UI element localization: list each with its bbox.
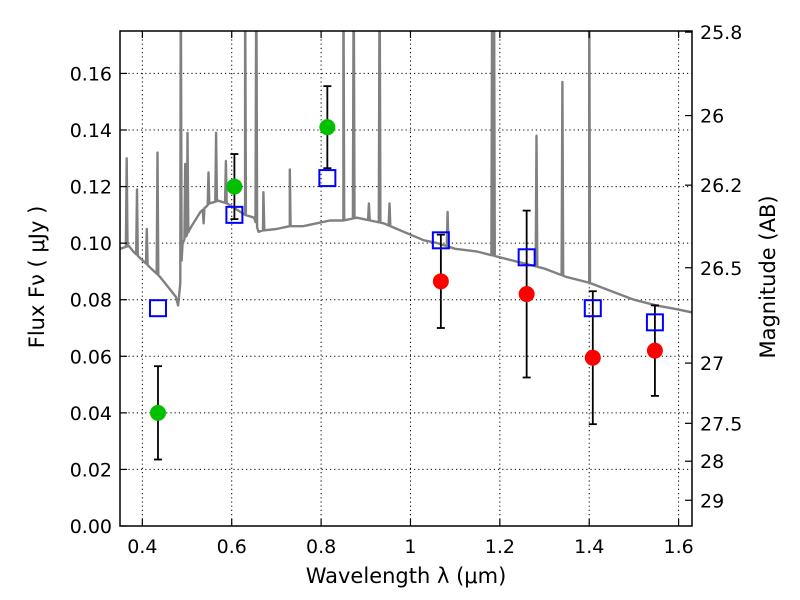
x-tick-label: 1.4 <box>574 536 604 558</box>
right-tick-label: 27 <box>700 353 724 375</box>
y-tick-label: 0.10 <box>70 233 112 255</box>
data-point-circle <box>646 342 663 359</box>
plot-frame <box>119 30 693 527</box>
right-tick-label: 29 <box>700 490 724 512</box>
x-axis-label: Wavelength λ (μm) <box>306 564 507 588</box>
x-tick-label: 1.6 <box>663 536 693 558</box>
data-point-circle <box>226 178 243 195</box>
x-tick-label: 0.6 <box>217 536 247 558</box>
grid <box>120 31 692 527</box>
axes: 0.4 0.6 0.8 1 1.2 1.4 1.6 0.00 0.02 0.04 0.06 0.08 0… <box>70 22 743 558</box>
y-tick-label: 0.16 <box>70 63 112 85</box>
data-point-square <box>583 299 602 318</box>
data-point-square <box>148 299 167 318</box>
x-tick-label: 1 <box>404 536 416 558</box>
y-tick-label: 0.02 <box>70 459 112 481</box>
right-axis-label: Magnitude (AB) <box>756 195 780 358</box>
x-tick-label: 0.4 <box>127 536 157 558</box>
right-tick-label: 26.2 <box>700 175 742 197</box>
y-tick-label: 0.00 <box>70 516 112 538</box>
data-point-circle <box>149 404 166 421</box>
y-axis-label: Flux Fν ( μJy ) <box>25 206 49 349</box>
data-point-circle <box>584 349 601 366</box>
data-point-circle <box>319 119 336 136</box>
data-point-square <box>318 169 337 188</box>
y-tick-label: 0.12 <box>70 177 112 199</box>
data-point-circle <box>518 286 535 303</box>
data-point-square <box>517 248 536 267</box>
data-point-circle <box>432 273 449 290</box>
model-spectrum-layer <box>120 31 692 314</box>
model-spectrum-line <box>120 31 692 314</box>
y-tick-label: 0.06 <box>70 346 112 368</box>
right-tick-label: 26.5 <box>700 258 742 280</box>
y-tick-label: 0.14 <box>70 120 112 142</box>
right-tick-label: 27.5 <box>700 413 742 435</box>
right-tick-label: 26 <box>700 106 724 128</box>
y-tick-label: 0.08 <box>70 290 112 312</box>
data-point-square <box>225 205 244 224</box>
x-tick-label: 1.2 <box>485 536 515 558</box>
right-tick-label: 28 <box>700 451 724 473</box>
data-point-square <box>431 231 450 250</box>
y-tick-label: 0.04 <box>70 403 112 425</box>
data-points-layer <box>148 85 664 461</box>
axis-labels: Wavelength λ (μm) Flux Fν ( μJy ) Magnit… <box>25 195 780 588</box>
data-point-square <box>645 313 664 332</box>
x-tick-label: 0.8 <box>306 536 336 558</box>
right-tick-label: 25.8 <box>700 22 742 44</box>
